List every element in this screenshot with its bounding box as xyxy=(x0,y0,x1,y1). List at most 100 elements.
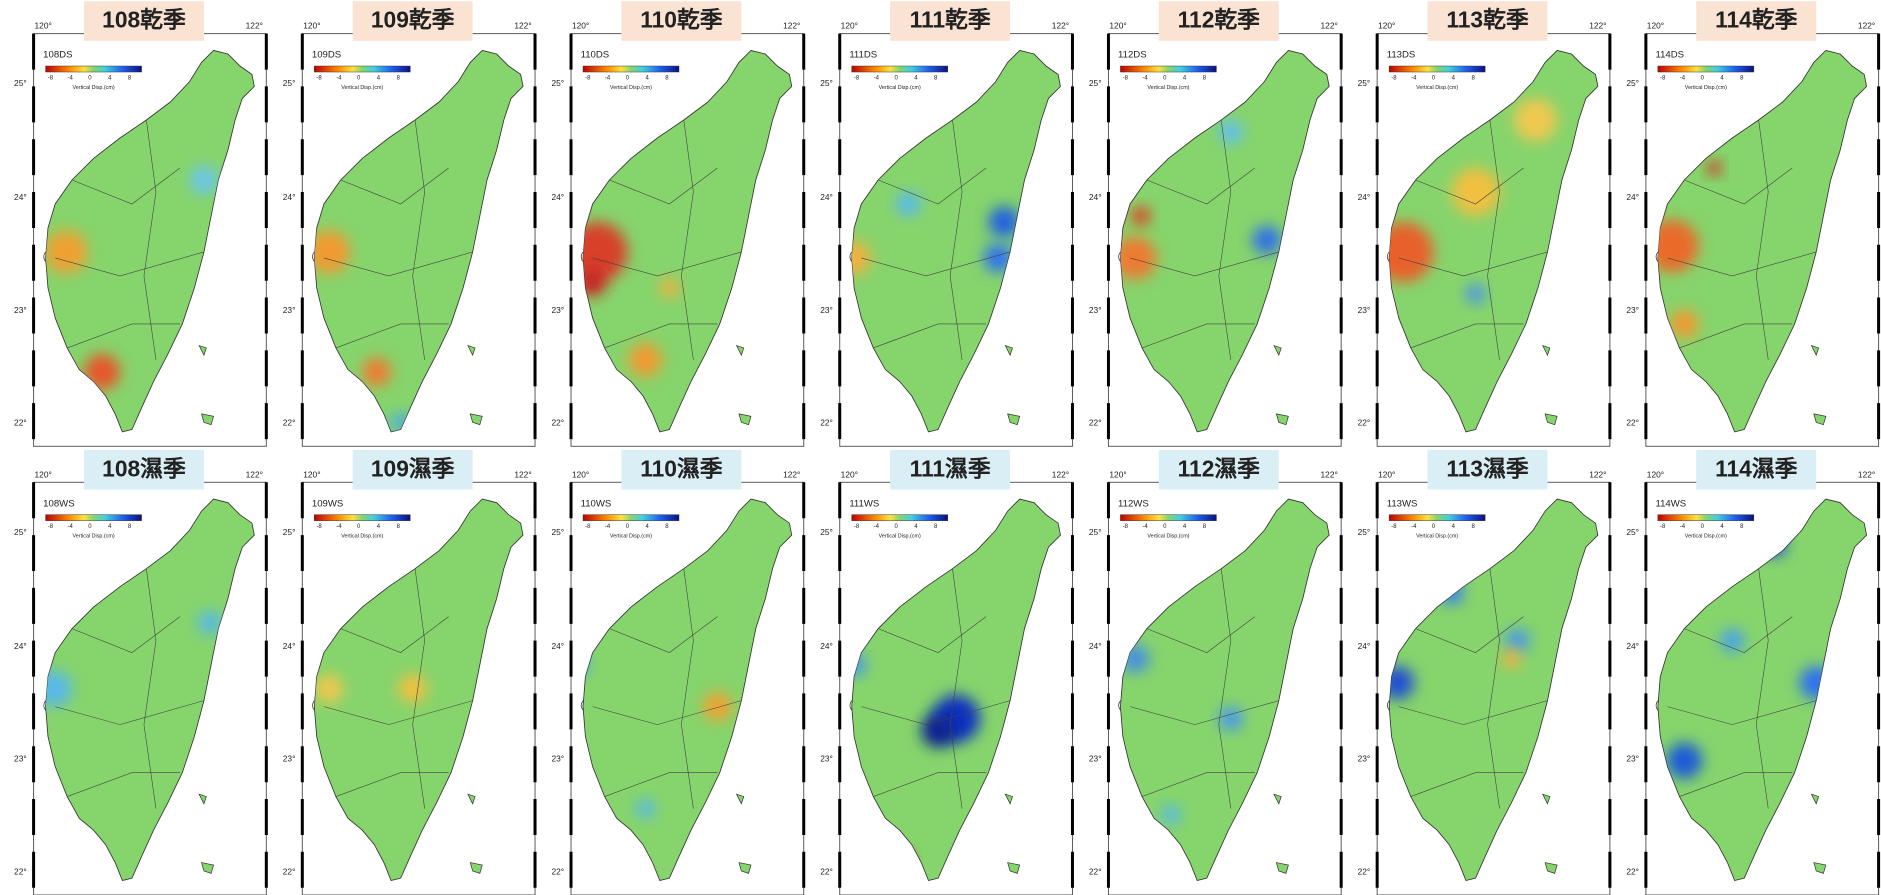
anomaly xyxy=(1451,167,1500,216)
colorbar-tick-label: -8 xyxy=(1660,76,1666,82)
colorbar-tick-label: 0 xyxy=(357,76,361,82)
panel-code: 109DS xyxy=(312,50,341,61)
lat-label: 24° xyxy=(14,192,27,202)
lon-label: 120° xyxy=(1647,21,1664,31)
colorbar-tick-label: 8 xyxy=(934,524,938,530)
county-lines xyxy=(323,119,473,360)
colorbar-tick-label: -8 xyxy=(854,76,860,82)
panel-title: 108濕季 xyxy=(102,455,186,481)
lon-label: 122° xyxy=(783,21,800,31)
lon-label: 122° xyxy=(1052,469,1069,479)
title-box xyxy=(621,449,742,490)
lat-label: 25° xyxy=(283,78,296,88)
lat-label: 24° xyxy=(14,641,27,651)
lon-label: 120° xyxy=(1378,21,1395,31)
anomaly xyxy=(1161,804,1181,825)
panel-title: 112乾季 xyxy=(1178,7,1261,33)
colorbar-tick-label: 4 xyxy=(646,524,650,530)
map-panel: 112DS -8 -4 0 4 8 Vertical Disp.(cm) 120° 122° 25… xyxy=(1089,1,1343,447)
islet xyxy=(1386,251,1390,262)
colorbar-tick-label: 4 xyxy=(1183,524,1187,530)
lat-label: 25° xyxy=(820,78,833,88)
lat-label: 22° xyxy=(1089,418,1102,428)
lat-label: 22° xyxy=(283,866,296,876)
colorbar-label: Vertical Disp.(cm) xyxy=(879,534,921,540)
panel-title: 113濕季 xyxy=(1446,455,1529,481)
colorbar-tick-label: 8 xyxy=(1203,76,1207,82)
islet xyxy=(1004,344,1013,357)
lat-label: 23° xyxy=(14,305,27,315)
title-box xyxy=(890,1,1011,41)
islet xyxy=(1810,344,1820,357)
colorbar-label: Vertical Disp.(cm) xyxy=(610,85,652,91)
islet xyxy=(198,344,207,357)
colorbar-tick-label: -8 xyxy=(1391,524,1397,530)
islet xyxy=(1273,793,1282,805)
title-box xyxy=(352,1,473,41)
colorbar-tick-label: -4 xyxy=(336,524,342,530)
lat-label: 24° xyxy=(1626,641,1639,651)
lat-label: 22° xyxy=(283,418,296,428)
map-panel: 110WS -8 -4 0 4 8 Vertical Disp.(cm) 120° 122° 25… xyxy=(551,449,806,895)
colorbar-tick-label: 0 xyxy=(1432,524,1436,530)
colorbar-tick-label: -4 xyxy=(336,76,342,82)
anomaly-layer xyxy=(851,191,1020,275)
islet xyxy=(198,793,207,805)
colorbar-tick-label: 8 xyxy=(1203,524,1207,530)
islet xyxy=(1118,251,1121,262)
lat-label: 23° xyxy=(1626,305,1639,315)
panel-title: 110乾季 xyxy=(640,7,723,33)
anomaly xyxy=(983,243,1013,273)
lon-label: 122° xyxy=(1589,469,1606,479)
county-lines xyxy=(861,568,1011,809)
islet xyxy=(849,700,853,711)
colorbar-label: Vertical Disp.(cm) xyxy=(341,85,383,91)
title-box xyxy=(1427,1,1548,41)
colorbar xyxy=(1120,65,1217,73)
map-panel: 110DS -8 -4 0 4 8 Vertical Disp.(cm) 120° 122° 25… xyxy=(551,1,806,447)
lat-label: 24° xyxy=(283,641,296,651)
panel-code: 113WS xyxy=(1387,498,1418,509)
islet xyxy=(1273,344,1282,357)
colorbar-tick-label: 8 xyxy=(1471,524,1475,530)
lat-label: 24° xyxy=(820,641,833,651)
lat-label: 24° xyxy=(1626,192,1639,202)
colorbar-tick-label: 8 xyxy=(128,76,132,82)
lat-label: 24° xyxy=(551,192,564,202)
colorbar-label: Vertical Disp.(cm) xyxy=(1416,534,1458,540)
lat-label: 23° xyxy=(1358,305,1371,315)
lat-label: 23° xyxy=(14,754,27,764)
colorbar-tick-label: -4 xyxy=(1142,524,1148,530)
anomaly xyxy=(1252,225,1282,255)
panel-code: 108WS xyxy=(43,498,74,509)
panel-title: 108乾季 xyxy=(102,7,186,33)
islet xyxy=(1541,793,1551,805)
county-lines xyxy=(323,568,473,809)
colorbar-tick-label: 8 xyxy=(397,76,401,82)
map-panel: 111DS -8 -4 0 4 8 Vertical Disp.(cm) 120° 122° 25… xyxy=(820,1,1074,447)
lat-label: 23° xyxy=(551,305,564,315)
lat-label: 22° xyxy=(1626,418,1639,428)
colorbar-tick-label: -8 xyxy=(1123,524,1129,530)
lat-label: 25° xyxy=(1626,527,1639,537)
lon-label: 120° xyxy=(572,469,589,479)
colorbar-tick-label: 4 xyxy=(1452,524,1456,530)
colorbar-label: Vertical Disp.(cm) xyxy=(73,534,115,540)
colorbar-tick-label: -8 xyxy=(854,524,860,530)
panel-title: 109乾季 xyxy=(371,7,455,33)
panel-title: 111濕季 xyxy=(910,455,991,481)
lat-label: 25° xyxy=(820,527,833,537)
colorbar-label: Vertical Disp.(cm) xyxy=(1147,534,1189,540)
islet xyxy=(1544,862,1558,874)
anomaly xyxy=(45,670,72,707)
title-box xyxy=(83,449,204,490)
lon-label: 122° xyxy=(246,469,263,479)
anomaly xyxy=(83,353,120,390)
colorbar-tick-label: 0 xyxy=(626,76,630,82)
anomaly xyxy=(1131,206,1151,226)
colorbar xyxy=(1120,514,1217,521)
islet xyxy=(1118,700,1121,711)
county-lines xyxy=(592,119,742,360)
anomaly-layer xyxy=(45,610,222,707)
